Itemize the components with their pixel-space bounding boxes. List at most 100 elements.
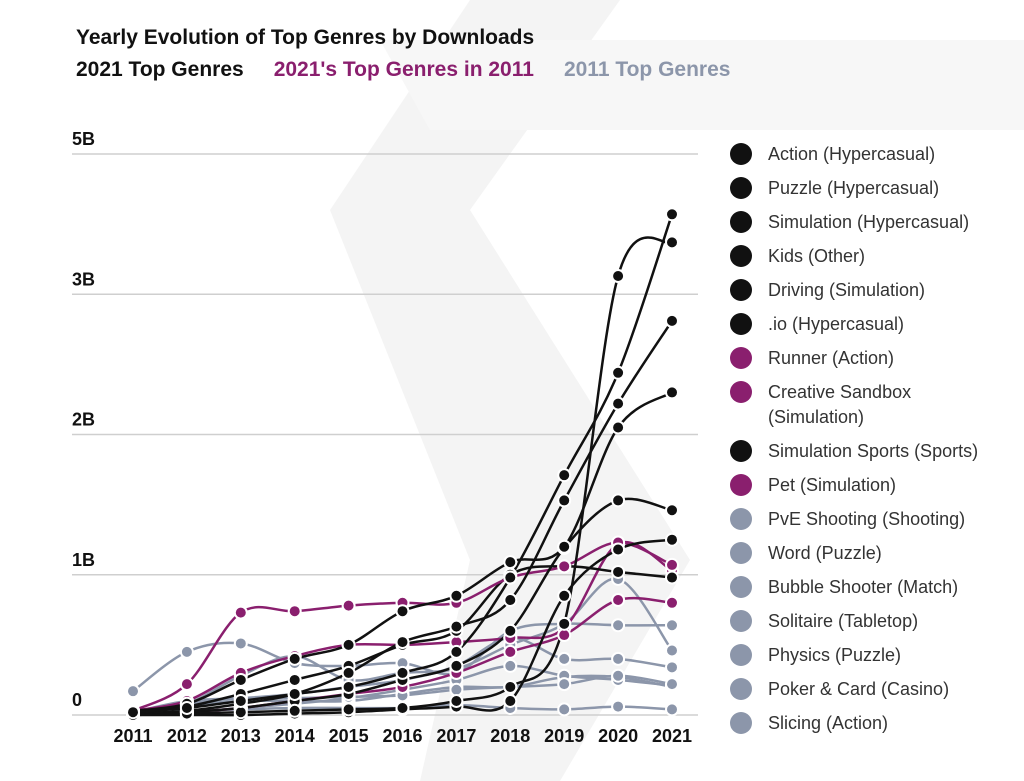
- x-tick-label: 2018: [490, 726, 530, 746]
- data-point: [611, 618, 626, 633]
- data-point: [503, 693, 518, 708]
- legend-item: Driving (Simulation): [730, 278, 1000, 303]
- data-point: [341, 637, 356, 652]
- legend-label: Solitaire (Tabletop): [768, 611, 919, 631]
- group-label: 2021 Top Genres: [76, 58, 244, 81]
- x-tick-label: 2014: [275, 726, 315, 746]
- legend-swatch: [730, 177, 752, 199]
- legend: Action (Hypercasual) Puzzle (Hypercasual)…: [730, 142, 1000, 745]
- legend-item: .io (Hypercasual): [730, 312, 1000, 337]
- x-tick-label: 2017: [436, 726, 476, 746]
- data-point: [557, 559, 572, 574]
- data-point: [665, 677, 679, 692]
- legend-item: Puzzle (Hypercasual): [730, 176, 1000, 201]
- data-point: [179, 644, 194, 659]
- x-tick-label: 2011: [113, 726, 152, 746]
- legend-item: Kids (Other): [730, 244, 1000, 269]
- legend-label: Slicing (Action): [768, 713, 889, 733]
- data-point: [449, 682, 464, 697]
- data-point: [233, 705, 248, 720]
- data-point: [665, 660, 679, 675]
- legend-item: Simulation Sports (Sports): [730, 439, 1000, 464]
- legend-swatch: [730, 712, 752, 734]
- header: Yearly Evolution of Top Genres by Downlo…: [76, 26, 760, 82]
- data-point: [395, 604, 410, 619]
- data-point: [665, 313, 679, 328]
- legend-item: Physics (Puzzle): [730, 643, 1000, 668]
- data-point: [179, 700, 194, 715]
- data-point: [395, 665, 410, 680]
- data-point: [341, 702, 356, 717]
- data-point: [611, 651, 626, 666]
- legend-label: Driving (Simulation): [768, 280, 926, 300]
- watermark: [380, 40, 1024, 130]
- data-point: [665, 532, 679, 547]
- data-point: [611, 396, 626, 411]
- data-point: [665, 385, 679, 400]
- legend-label: Word (Puzzle): [768, 543, 882, 563]
- legend-label: Physics (Puzzle): [768, 645, 902, 665]
- y-tick-label: 5B: [72, 129, 95, 149]
- data-point: [287, 672, 302, 687]
- legend-label: Simulation Sports (Sports): [768, 441, 979, 461]
- data-point: [665, 702, 679, 717]
- data-point: [233, 672, 248, 687]
- data-point: [287, 703, 302, 718]
- legend-swatch: [730, 279, 752, 301]
- data-point: [611, 564, 626, 579]
- data-point: [557, 616, 572, 631]
- legend-swatch: [730, 508, 752, 530]
- data-point: [557, 702, 572, 717]
- data-point: [665, 557, 679, 572]
- legend-item: Poker & Card (Casino): [730, 677, 1000, 702]
- data-point: [287, 651, 302, 666]
- data-point: [503, 658, 518, 673]
- data-point: [611, 542, 626, 557]
- legend-label: Action (Hypercasual): [768, 144, 936, 164]
- data-point: [665, 503, 679, 518]
- legend-label: Puzzle (Hypercasual): [768, 178, 940, 198]
- data-point: [611, 493, 626, 508]
- data-point: [665, 618, 679, 633]
- data-point: [341, 598, 356, 613]
- data-point: [449, 644, 464, 659]
- legend-swatch: [730, 381, 752, 403]
- legend-label: Creative Sandbox (Simulation): [768, 382, 912, 427]
- data-point: [557, 588, 572, 603]
- legend-label: Poker & Card (Casino): [768, 679, 950, 699]
- y-tick-label: 1B: [72, 550, 95, 570]
- x-tick-label: 2015: [329, 726, 369, 746]
- data-point: [611, 365, 626, 380]
- data-point: [287, 604, 302, 619]
- data-point: [449, 619, 464, 634]
- legend-swatch: [730, 347, 752, 369]
- legend-item: Runner (Action): [730, 346, 1000, 371]
- legend-label: .io (Hypercasual): [768, 314, 905, 334]
- data-point: [395, 635, 410, 650]
- legend-item: Creative Sandbox (Simulation): [730, 380, 1000, 430]
- legend-label: Bubble Shooter (Match): [768, 577, 959, 597]
- data-point: [126, 705, 140, 720]
- legend-swatch: [730, 245, 752, 267]
- data-point: [126, 684, 140, 699]
- data-point: [611, 420, 626, 435]
- x-tick-label: 2013: [221, 726, 261, 746]
- chart-title: Yearly Evolution of Top Genres by Downlo…: [76, 26, 535, 49]
- data-point: [449, 693, 464, 708]
- data-point: [503, 555, 518, 570]
- series-line: [133, 538, 673, 717]
- series-line: [132, 391, 673, 713]
- data-point: [557, 651, 572, 666]
- data-point: [611, 592, 626, 607]
- data-point: [557, 468, 572, 483]
- x-tick-label: 2019: [544, 726, 584, 746]
- data-point: [503, 592, 518, 607]
- data-point: [341, 679, 356, 694]
- data-point: [233, 636, 248, 651]
- legend-swatch: [730, 542, 752, 564]
- data-point: [665, 235, 679, 250]
- group-label: 2021's Top Genres in 2011: [273, 58, 534, 81]
- x-tick-label: 2016: [382, 726, 422, 746]
